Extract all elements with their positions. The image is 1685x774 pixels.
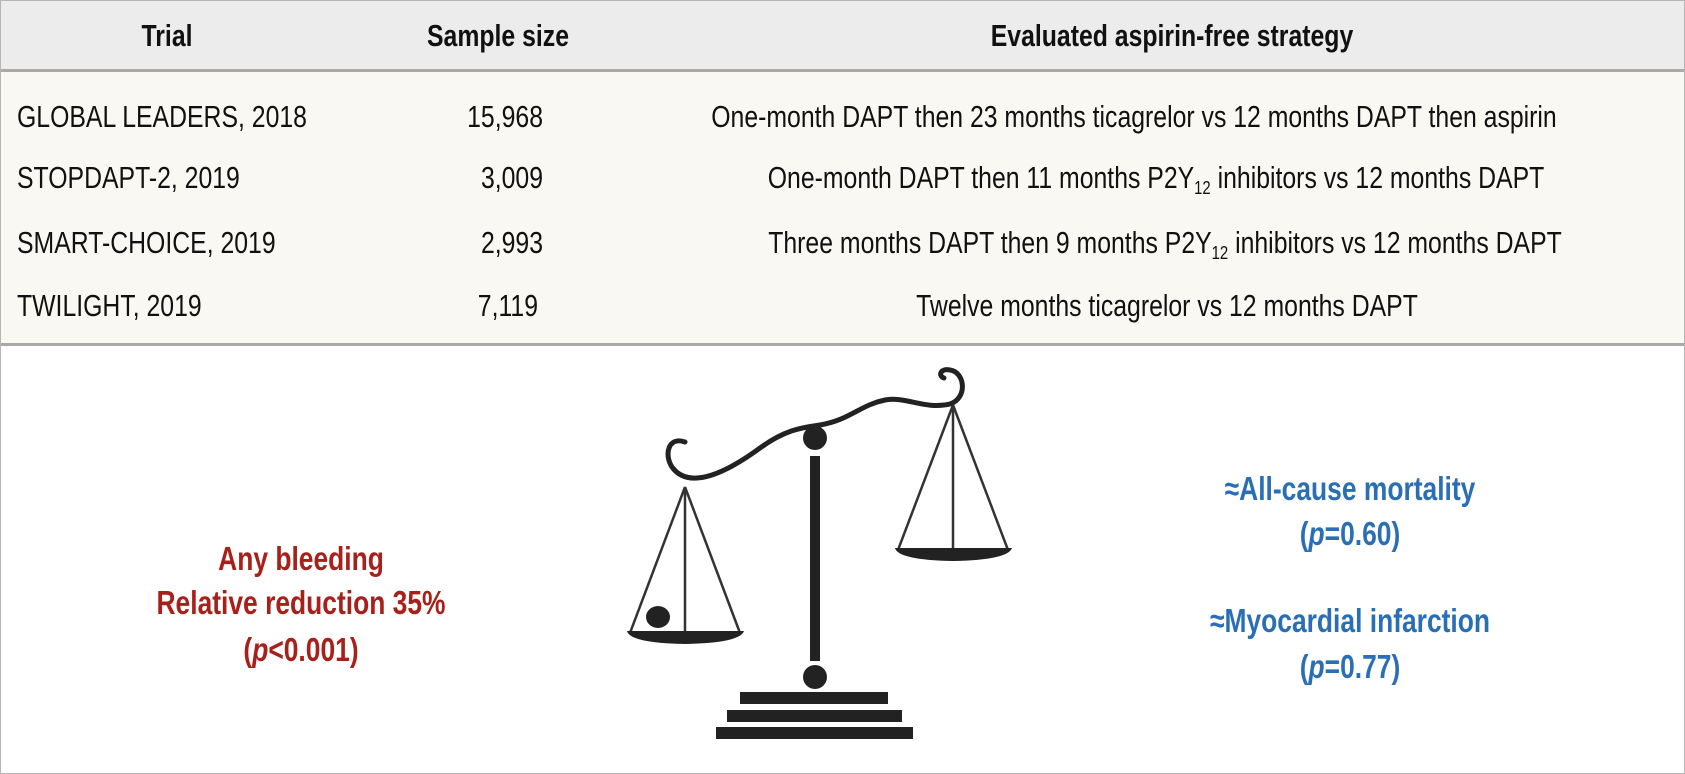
outcome-p-value: (p=0.60) [1299,515,1401,552]
outcome-label: ≈Myocardial infarction [1209,602,1491,639]
strategy: Three months DAPT then 9 months P2Y12 in… [768,225,1562,263]
outcome-p-value: (p=0.77) [1299,648,1401,685]
bleeding-reduction: Relative reduction 35% [156,584,446,621]
outcome-label: ≈All-cause mortality [1224,470,1476,507]
sample-size: 2,993 [480,225,543,260]
header-sample-size: Sample size [427,18,569,53]
trial-name: TWILIGHT, 2019 [17,288,202,323]
table-header [1,1,1684,72]
strategy: One-month DAPT then 11 months P2Y12 inhi… [767,160,1545,198]
sample-size: 3,009 [480,160,543,195]
strategy: One-month DAPT then 23 months ticagrelor… [711,99,1557,134]
trial-name: GLOBAL LEADERS, 2018 [17,99,307,134]
table-body [1,72,1684,346]
trial-name: STOPDAPT-2, 2019 [17,160,240,195]
bleeding-label: Any bleeding [218,540,384,577]
trial-name: SMART-CHOICE, 2019 [17,225,276,260]
sample-size: 7,119 [477,288,538,323]
header-strategy: Evaluated aspirin-free strategy [990,18,1354,53]
sample-size: 15,968 [467,99,543,134]
header-trial: Trial [141,18,193,53]
bleeding-p-value: (p<0.001) [243,631,359,668]
strategy: Twelve months ticagrelor vs 12 months DA… [916,288,1418,323]
